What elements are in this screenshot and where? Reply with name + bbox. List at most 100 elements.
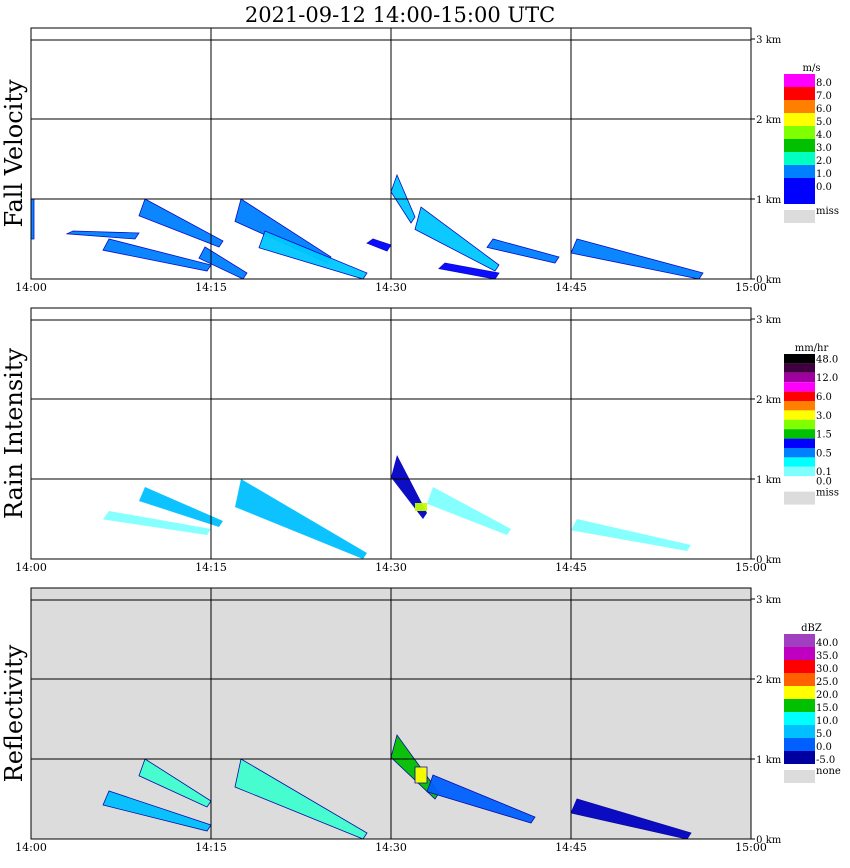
legend-swatch [784,165,815,178]
legend-label: 5.0 [816,729,832,740]
legend-label: 48.0 [816,354,838,365]
echo-layer [103,455,691,559]
legend-label: 0.1 [816,467,832,478]
echo-feature [138,198,224,248]
legend-swatch [784,178,815,191]
legend-swatch [784,476,815,486]
legend-swatch [784,457,815,467]
legend-swatch [784,382,815,392]
height-tick-label: 0 km [753,275,782,286]
legend-label: 2.0 [816,156,832,167]
legend-swatch [784,74,815,87]
plot-frame [30,587,752,840]
height-tick-label: 0 km [753,555,782,566]
time-tick-label: 14:45 [555,841,587,854]
echo-layer [102,734,692,840]
time-tick-label: 15:00 [735,841,767,854]
time-tick-label: 15:00 [735,561,767,574]
legend-miss-label: none [816,766,841,777]
legend-label: 1.0 [816,169,832,180]
time-tick-label: 14:30 [375,281,407,294]
legend-label: 5.0 [816,117,832,128]
legend-swatch [784,372,815,383]
echo-feature [570,238,704,280]
legend-label: 0.0 [816,742,832,753]
legend-swatch [784,419,815,430]
height-tick-label: 1 km [753,755,782,766]
echo-feature [427,487,511,535]
echo-feature [415,503,427,511]
y-axis-label: Fall Velocity [0,79,28,228]
legend-swatch [784,725,815,738]
legend-swatch [784,751,815,764]
legend-label: 8.0 [816,78,832,89]
echo-feature [486,238,560,264]
legend-swatch [784,126,815,139]
height-tick-label: 0 km [753,835,782,846]
echo-feature [65,230,140,240]
legend-swatch [784,191,815,204]
legend-swatch [784,139,815,152]
height-tick-label: 1 km [753,195,782,206]
time-tick-label: 14:30 [375,841,407,854]
legend-swatch [784,410,815,420]
legend-label: -5.0 [816,755,835,766]
legend-swatch [784,647,815,660]
legend: dBZ 40.0 35.0 30.0 25.0 20.0 15.0 10.0 5.0 0.0 -5.… [784,623,841,783]
time-tick-label: 14:15 [195,281,227,294]
legend: m/s 8.0 7.0 6.0 5.0 4.0 3.0 2.0 1.0 0.0 miss [784,63,839,223]
y-axis-label: Reflectivity [0,644,28,782]
legend-label: 3.0 [816,143,832,154]
legend-swatch [784,673,815,686]
legend-label: 4.0 [816,130,832,141]
legend-swatch [784,401,815,411]
echo-feature [103,511,211,535]
legend-swatch [784,438,815,448]
height-tick-label: 2 km [753,115,782,126]
legend-label: 15.0 [816,703,838,714]
legend-swatch [784,738,815,751]
legend-label: 0.0 [816,182,832,193]
time-tick-label: 14:45 [555,281,587,294]
legend-swatch [784,354,815,364]
legend-label: 10.0 [816,716,838,727]
time-tick-label: 14:30 [375,561,407,574]
panel-rain-intensity: 14:00 14:15 14:30 14:45 15:00 0 km 1 km 2 km… [0,307,839,574]
legend-swatch [784,699,815,712]
panels: 14:00 14:15 14:30 14:45 15:00 0 km 1 km 2 km… [0,27,841,854]
legend-label: 20.0 [816,690,838,701]
legend-swatch [784,100,815,113]
echo-feature [570,798,692,840]
legend-label: 25.0 [816,677,838,688]
legend-label: 0.5 [816,448,832,459]
legend-swatch [784,363,815,373]
legend-swatch [784,391,815,401]
legend-label: 0.0 [816,477,832,488]
legend-miss-label: miss [816,488,839,499]
legend-label: 12.0 [816,373,838,384]
time-tick-label: 14:00 [15,561,47,574]
time-tick-label: 14:00 [15,841,47,854]
legend-swatch [784,152,815,165]
legend-label: 30.0 [816,664,838,675]
height-tick-label: 2 km [753,395,782,406]
legend-miss-swatch [784,210,815,223]
legend-unit: mm/hr [795,343,829,354]
height-tick-label: 3 km [753,595,782,606]
y-axis-label: Rain Intensity [0,348,28,520]
echo-feature [571,519,691,551]
echo-feature [426,774,536,824]
time-tick-label: 14:15 [195,841,227,854]
height-tick-label: 2 km [753,675,782,686]
legend-swatch [784,686,815,699]
panel-fall-velocity: 14:00 14:15 14:30 14:45 15:00 0 km 1 km 2 km… [0,27,839,294]
height-tick-label: 3 km [753,315,782,326]
echo-feature [414,206,500,272]
time-tick-label: 14:00 [15,281,47,294]
legend-label: 7.0 [816,91,832,102]
legend-label: 35.0 [816,651,838,662]
legend-label: 3.0 [816,411,832,422]
echo-feature [139,487,223,527]
legend-swatch [784,429,815,439]
legend-swatch [784,113,815,126]
